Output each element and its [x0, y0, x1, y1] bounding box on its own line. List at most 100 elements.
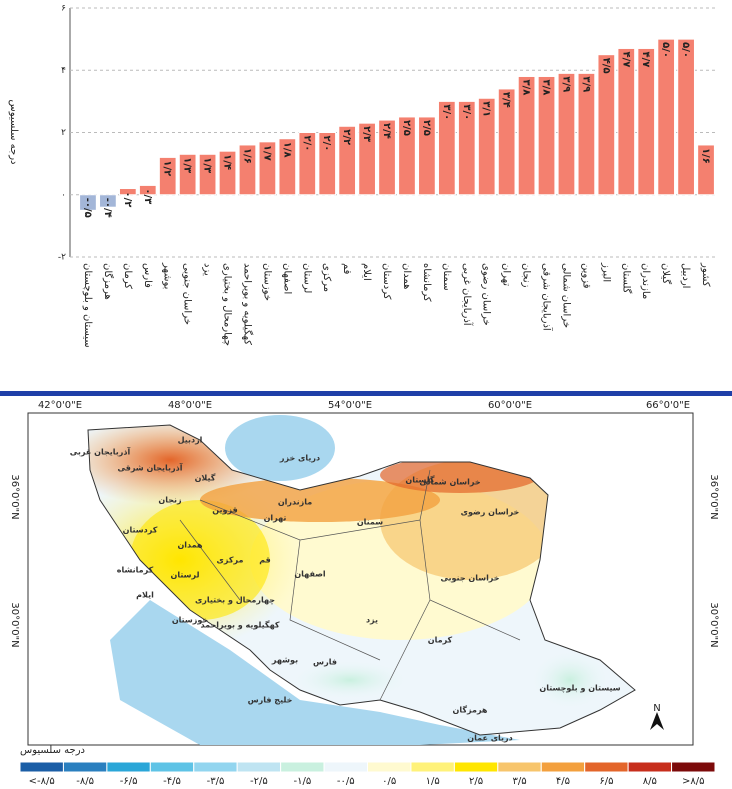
legend-swatch — [280, 761, 325, 773]
place-label: دریای عمان — [467, 734, 513, 743]
place-label: اردبیل — [178, 436, 203, 445]
legend-swatch — [106, 761, 151, 773]
value-label: ۱/۶ — [700, 148, 711, 164]
value-label: ۲/۳ — [361, 126, 372, 142]
value-label: ۲/۵ — [421, 120, 432, 136]
value-label: ۴/۷ — [620, 51, 631, 67]
place-label: یزد — [366, 616, 378, 625]
bar — [118, 188, 137, 196]
legend-title: درجه سلسیوس — [20, 745, 85, 756]
bar — [258, 141, 277, 196]
place-label: دریای خزر — [279, 454, 320, 463]
bar — [198, 153, 217, 196]
lat-label: 30°0'0"N — [9, 602, 20, 647]
legend-swatch — [410, 761, 455, 773]
bar — [418, 116, 436, 196]
value-label: ۳/۰ — [461, 104, 472, 120]
legend-swatch — [540, 761, 586, 773]
lon-label: 66°0'0"E — [646, 400, 690, 411]
place-label: آذربایجان غربی — [70, 447, 131, 457]
x-tick-label: گیلان — [660, 263, 672, 284]
bar-chart: -۲ ۰ ۲ ۴ ۶ سیستان و بلوچستان -۰/۵ هرمزگان -۰/۴ کر… — [58, 4, 716, 348]
value-label: ۱/۶ — [241, 148, 252, 164]
lon-label: 54°0'0"E — [328, 400, 372, 411]
x-tick-label: یزد — [202, 263, 213, 276]
bar — [477, 97, 496, 196]
bar — [697, 144, 715, 196]
x-tick-label: بوشهر — [162, 262, 173, 289]
value-label: ۱/۴ — [222, 154, 233, 170]
bar — [158, 156, 177, 196]
value-label: ۳/۱ — [481, 101, 492, 117]
value-label: ۲/۰ — [321, 136, 332, 152]
bar — [99, 194, 117, 208]
y-tick-label: ۲ — [61, 128, 66, 138]
x-tick-label: چهارمحال و بختیاری — [222, 263, 233, 346]
sea — [225, 415, 335, 481]
place-label: خوزستان — [172, 616, 209, 625]
bar — [437, 100, 456, 196]
place-label: خراسان جنوبی — [440, 574, 499, 583]
legend-swatch — [584, 761, 629, 773]
place-label: مرکزی — [217, 556, 244, 565]
bar — [138, 184, 157, 196]
x-tick-label: خراسان جنوبی — [182, 263, 193, 325]
x-tick-label: آذربایجان شرقی — [541, 263, 554, 332]
bar — [298, 132, 317, 196]
x-tick-label: تهران — [501, 263, 512, 286]
place-label: هرمزگان — [453, 705, 488, 715]
bar — [278, 138, 297, 196]
legend-swatch — [367, 761, 412, 773]
value-label: ۱/۳ — [182, 157, 193, 173]
x-tick-label: لرستان — [301, 263, 312, 293]
x-tick-label: سیستان و بلوچستان — [82, 263, 93, 348]
legend-swatch — [453, 761, 499, 773]
bar — [557, 72, 576, 196]
bar — [657, 38, 676, 196]
value-label: -۰/۴ — [102, 198, 113, 218]
value-label: ۰/۲ — [122, 192, 133, 208]
place-label: خلیج فارس — [248, 696, 293, 706]
value-label: ۲/۵ — [401, 120, 412, 136]
place-label: قزوین — [212, 506, 237, 515]
place-label: مازندران — [278, 498, 312, 507]
x-tick-label: سمنان — [441, 263, 452, 291]
bar — [637, 47, 656, 196]
value-label: ۳/۸ — [541, 79, 552, 95]
place-label: زنجان — [158, 496, 182, 505]
y-tick-label: -۲ — [58, 253, 66, 263]
bar — [497, 88, 516, 196]
place-label: کهگیلویه و بویراحمد — [200, 620, 279, 630]
x-tick-label: خوزستان — [261, 263, 272, 301]
map-labels: 42°0'0"E 48°0'0"E 54°0'0"E 60°0'0"E 66°0'0"E… — [9, 400, 719, 743]
place-label: قم — [259, 556, 271, 565]
place-label: همدان — [177, 541, 203, 550]
legend-label: -۶/۵ — [120, 776, 138, 787]
value-label: ۰/۳ — [142, 188, 153, 204]
place-label: اصفهان — [294, 570, 326, 579]
legend-label: ۴/۵ — [556, 776, 570, 787]
x-tick-label: همدان — [401, 263, 412, 289]
value-label: ۲/۰ — [301, 136, 312, 152]
bar — [617, 47, 636, 196]
legend-swatch — [19, 761, 64, 773]
place-label: کرمانشاه — [117, 566, 154, 575]
x-tick-label: کرمانشاه — [421, 263, 432, 302]
legend-label: ۶/۵ — [599, 776, 613, 787]
legend-label: ۰/۵ — [382, 776, 396, 787]
place-label: لرستان — [171, 571, 200, 580]
value-label: ۵/۰ — [680, 42, 691, 58]
legend-label: ۸/۵ — [643, 776, 657, 787]
value-label: ۵/۰ — [660, 42, 671, 58]
divider — [0, 391, 732, 396]
y-tick-label: ۰ — [61, 190, 66, 200]
legend-label: -۳/۵ — [207, 776, 225, 787]
legend-swatch — [193, 761, 238, 773]
legend-label: -۸/۵ — [76, 776, 94, 787]
place-label: آذربایجان شرقی — [117, 463, 182, 473]
place-label: سمنان — [357, 518, 383, 527]
bar — [457, 100, 476, 196]
bar — [318, 132, 337, 196]
bar — [677, 38, 695, 196]
bar — [358, 122, 376, 196]
